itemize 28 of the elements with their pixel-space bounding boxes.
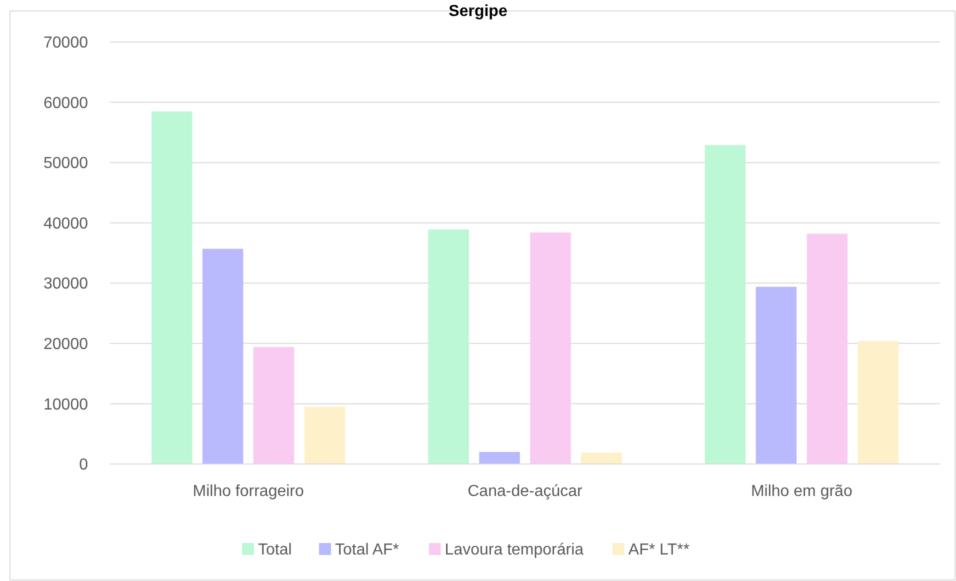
y-tick-label: 0 (79, 456, 88, 474)
chart-title: Sergipe (448, 3, 508, 20)
x-tick-label: Milho forrageiro (192, 483, 304, 500)
bar (253, 347, 294, 464)
y-tick-label: 60000 (44, 94, 88, 112)
bar (428, 229, 469, 464)
bar (756, 286, 797, 464)
y-tick-label: 30000 (44, 276, 88, 293)
bar (479, 452, 520, 464)
bar (202, 248, 244, 464)
bar (858, 341, 898, 464)
y-tick-label: 20000 (44, 336, 88, 354)
y-tick-label: 40000 (44, 215, 88, 232)
bar (530, 232, 571, 464)
x-tick-label: Cana-de-açúcar (468, 483, 584, 500)
bar (304, 406, 346, 464)
bar (806, 234, 848, 464)
bar (704, 145, 746, 464)
legend-label: Lavoura temporária (444, 542, 584, 559)
legend-label: Total AF* (335, 542, 400, 559)
y-tick-label: 50000 (44, 155, 88, 172)
bar (152, 111, 192, 464)
bar (581, 452, 622, 464)
x-tick-label: Milho em grão (750, 483, 852, 500)
legend-label: Total (258, 542, 292, 559)
y-tick-label: 70000 (44, 34, 88, 52)
legend-label: AF* LT** (628, 542, 690, 559)
y-tick-label: 10000 (44, 396, 88, 414)
